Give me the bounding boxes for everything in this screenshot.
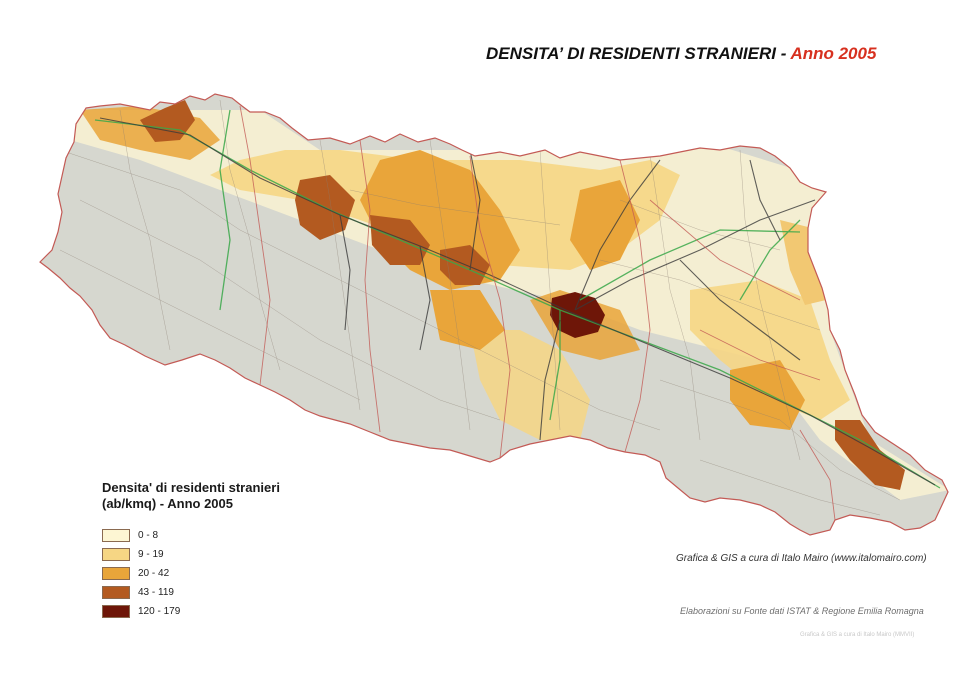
legend-swatch xyxy=(102,586,130,599)
legend-item: 9 - 19 xyxy=(102,545,280,564)
source-text: Elaborazioni su Fonte dati ISTAT & Regio… xyxy=(680,606,924,616)
title-year: Anno 2005 xyxy=(790,44,877,63)
legend-swatch xyxy=(102,548,130,561)
legend-item: 20 - 42 xyxy=(102,564,280,583)
legend-label: 20 - 42 xyxy=(138,568,170,579)
legend-items: 0 - 8 9 - 19 20 - 42 43 - 119 120 - 179 xyxy=(102,526,280,621)
municipal-boundaries xyxy=(59,99,901,516)
density-class-9-19-romagna xyxy=(690,280,850,420)
density-layer xyxy=(59,99,948,516)
map-legend: Densita' di residenti stranieri (ab/kmq)… xyxy=(102,480,280,621)
legend-swatch xyxy=(102,529,130,542)
map-title: DENSITA’ DI RESIDENTI STRANIERI - Anno 2… xyxy=(486,44,876,64)
title-main: DENSITA’ DI RESIDENTI STRANIERI - xyxy=(486,44,791,63)
density-class-43-119-piacenza xyxy=(140,100,195,142)
legend-item: 43 - 119 xyxy=(102,583,280,602)
legend-label: 9 - 19 xyxy=(138,549,164,560)
credit-text: Grafica & GIS a cura di Italo Mairo (www… xyxy=(676,553,927,564)
region-boundary xyxy=(39,93,949,536)
legend-swatch xyxy=(102,605,130,618)
density-class-43-119-rimini xyxy=(835,420,905,490)
legend-label: 43 - 119 xyxy=(138,587,174,598)
legend-item: 0 - 8 xyxy=(102,526,280,545)
road-network xyxy=(99,117,936,486)
legend-label: 120 - 179 xyxy=(138,606,181,617)
province-boundaries xyxy=(239,105,836,521)
legend-item: 120 - 179 xyxy=(102,602,280,621)
density-class-20-42-north xyxy=(570,180,640,270)
legend-label: 0 - 8 xyxy=(138,530,159,541)
density-class-0-8-area xyxy=(70,110,948,500)
density-class-20-42-sassuolo xyxy=(430,290,505,350)
watermark-text: Grafica & GIS a cura di Italo Mairo (MMV… xyxy=(800,632,915,638)
legend-title: Densita' di residenti stranieri (ab/kmq)… xyxy=(102,480,280,511)
legend-swatch xyxy=(102,567,130,580)
